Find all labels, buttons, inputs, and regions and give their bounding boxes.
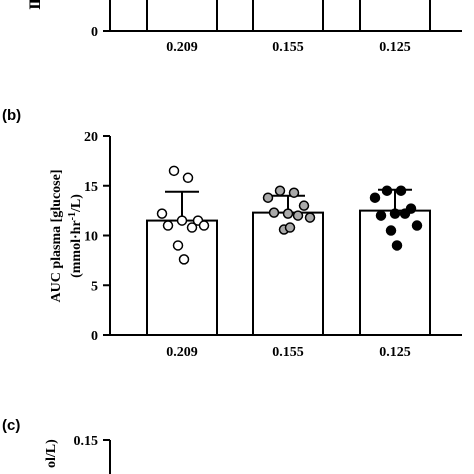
- panel-b-point-2-9: [391, 240, 403, 251]
- panel-a-x-tick-label-0: 0.209: [166, 40, 198, 55]
- panel-b-ylabel-line2-post: /L): [69, 194, 84, 213]
- panel-b-x-tick-labels: 0.209 0.155 0.125: [166, 345, 411, 360]
- panel-a-x-tick-label-2: 0.125: [379, 40, 411, 55]
- panel-b-point-0-0: [168, 165, 180, 177]
- panel-b-point-1-0: [274, 185, 286, 196]
- panel-b-bar-1: [252, 211, 324, 337]
- panel-b-point-1-1: [288, 187, 300, 198]
- panel-b-point-2-1: [395, 185, 407, 196]
- panel-b-point-2-6: [399, 208, 411, 219]
- panel-b-point-1-4: [282, 208, 294, 219]
- panel-b-x-tick-label-2: 0.125: [379, 345, 411, 360]
- panel-c-partial: (c) 0.15 ol/L): [2, 417, 111, 474]
- panel-b-point-0-5: [162, 220, 174, 231]
- panel-b-point-2-4: [389, 208, 401, 219]
- panel-b-point-0-2: [156, 208, 168, 219]
- panel-b-ylabel-line2-sup: -1: [67, 212, 78, 220]
- panel-b-point-1-6: [292, 210, 304, 221]
- panel-b-point-0-4: [176, 215, 188, 226]
- panel-b-point-1-5: [268, 207, 280, 218]
- panel-b-label: (b): [2, 107, 21, 124]
- panel-b-x-tick-label-1: 0.155: [272, 345, 304, 360]
- panel-b-y-tick-label-1: 5: [91, 279, 98, 294]
- panel-b-bars: [146, 188, 431, 337]
- panel-b-y-tick-label-0: 0: [91, 329, 98, 344]
- panel-b-y-axis-title: AUC plasma [glucose] (mmol·hr-1/L): [49, 170, 84, 303]
- panel-b-bar-0: [146, 219, 218, 336]
- panel-b-ylabel-line2-pre: (mmol·hr: [69, 220, 84, 278]
- panel-a-x-tick-label-1: 0.155: [272, 40, 304, 55]
- panel-b-point-0-7: [198, 220, 210, 231]
- panel-b-ylabel-line1: AUC plasma [glucose]: [49, 170, 64, 303]
- panel-a-partial: 0 Ⅱ 0.209 0.155 0.125: [29, 0, 462, 55]
- panel-c-ylabel-fragment: ol/L): [44, 439, 59, 468]
- panel-b-point-0-8: [172, 240, 184, 251]
- panel-b-point-1-7: [304, 212, 316, 223]
- panel-b-point-0-6: [186, 222, 198, 233]
- panel-b: (b) 0 5 10 15 20 0.209 0.155 0.125 AUC plasma …: [2, 107, 462, 360]
- panel-b-point-1-3: [298, 200, 310, 211]
- panel-a-y-tick-label-0: 0: [91, 25, 98, 40]
- panel-b-point-2-7: [411, 220, 423, 231]
- panel-b-ylabel-line2: (mmol·hr-1/L): [67, 194, 85, 278]
- panel-b-point-2-2: [369, 192, 381, 203]
- panel-b-point-1-9: [284, 222, 296, 233]
- panel-c-label: (c): [2, 417, 20, 434]
- panel-c-y-tick-label-top: 0.15: [74, 434, 99, 449]
- panel-b-point-0-9: [178, 254, 190, 265]
- panel-b-point-2-5: [375, 210, 387, 221]
- panel-b-point-0-1: [182, 172, 194, 184]
- panel-b-x-tick-label-0: 0.209: [166, 345, 198, 360]
- panel-b-y-tick-label-4: 20: [84, 130, 98, 145]
- panel-a-ylabel-fragment: Ⅱ: [29, 0, 44, 10]
- panel-b-points: [156, 165, 423, 265]
- panel-b-y-tick-label-2: 10: [84, 230, 98, 245]
- panel-b-point-2-0: [381, 185, 393, 196]
- panel-b-point-1-2: [262, 192, 274, 203]
- panel-b-y-tick-label-3: 15: [84, 180, 98, 195]
- panel-b-point-2-8: [385, 225, 397, 236]
